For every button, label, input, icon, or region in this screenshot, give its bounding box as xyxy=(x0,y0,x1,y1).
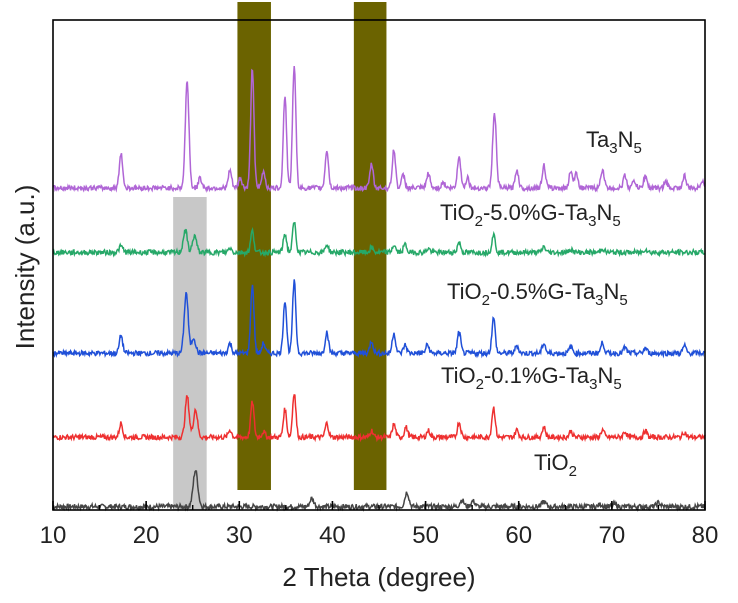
series-label-part: 2 xyxy=(475,213,483,230)
series-label-part: N xyxy=(603,279,619,304)
x-tick-label: 30 xyxy=(226,522,253,549)
x-axis-ticks: 10 20 30 40 50 60 70 80 xyxy=(40,501,719,549)
y-axis-label: Intensity (a.u.) xyxy=(10,185,40,350)
trace-1 xyxy=(52,393,706,443)
series-label-part: 3 xyxy=(588,213,596,230)
series-label-part: N xyxy=(596,200,612,225)
x-tick-label: 20 xyxy=(133,522,160,549)
x-tick-label: 40 xyxy=(319,522,346,549)
series-label-part: TiO xyxy=(447,279,482,304)
trace-2 xyxy=(52,279,706,359)
series-label-part: 2 xyxy=(569,463,577,480)
series-label-1: TiO2-0.1%G-Ta3N5 xyxy=(441,363,622,393)
series-label-part: Ta xyxy=(586,127,610,152)
series-label-part: 5 xyxy=(633,140,641,157)
highlight-bands xyxy=(173,2,387,510)
series-label-0: TiO2 xyxy=(534,450,577,480)
x-tick-label: 10 xyxy=(40,522,67,549)
x-tick-label: 50 xyxy=(412,522,439,549)
series-label-part: 3 xyxy=(589,376,597,393)
series-label-part: -0.1%G-Ta xyxy=(484,363,590,388)
series-label-part: 2 xyxy=(482,292,490,309)
series-label-part: TiO xyxy=(534,450,569,475)
series-label-part: 5 xyxy=(619,292,627,309)
series-label-part: N xyxy=(597,363,613,388)
series-label-part: 3 xyxy=(595,292,603,309)
x-tick-label: 80 xyxy=(692,522,719,549)
series-label-part: 3 xyxy=(609,140,617,157)
x-tick-label: 60 xyxy=(505,522,532,549)
x-tick-label: 70 xyxy=(599,522,626,549)
series-label-part: TiO xyxy=(440,200,475,225)
series-label-4: Ta3N5 xyxy=(586,127,642,157)
series-labels: TiO2TiO2-0.1%G-Ta3N5TiO2-0.5%G-Ta3N5TiO2… xyxy=(440,127,642,480)
series-label-2: TiO2-0.5%G-Ta3N5 xyxy=(447,279,628,309)
trace-3 xyxy=(52,221,706,258)
series-label-3: TiO2-5.0%G-Ta3N5 xyxy=(440,200,621,230)
series-label-part: N xyxy=(618,127,634,152)
series-label-part: -5.0%G-Ta xyxy=(483,200,589,225)
series-label-part: 2 xyxy=(476,376,484,393)
series-label-part: TiO xyxy=(441,363,476,388)
x-axis-label: 2 Theta (degree) xyxy=(282,562,475,592)
series-label-part: -0.5%G-Ta xyxy=(490,279,596,304)
series-label-part: 5 xyxy=(613,376,621,393)
trace-4 xyxy=(52,66,706,194)
series-label-part: 5 xyxy=(612,213,620,230)
xrd-traces xyxy=(52,66,706,512)
